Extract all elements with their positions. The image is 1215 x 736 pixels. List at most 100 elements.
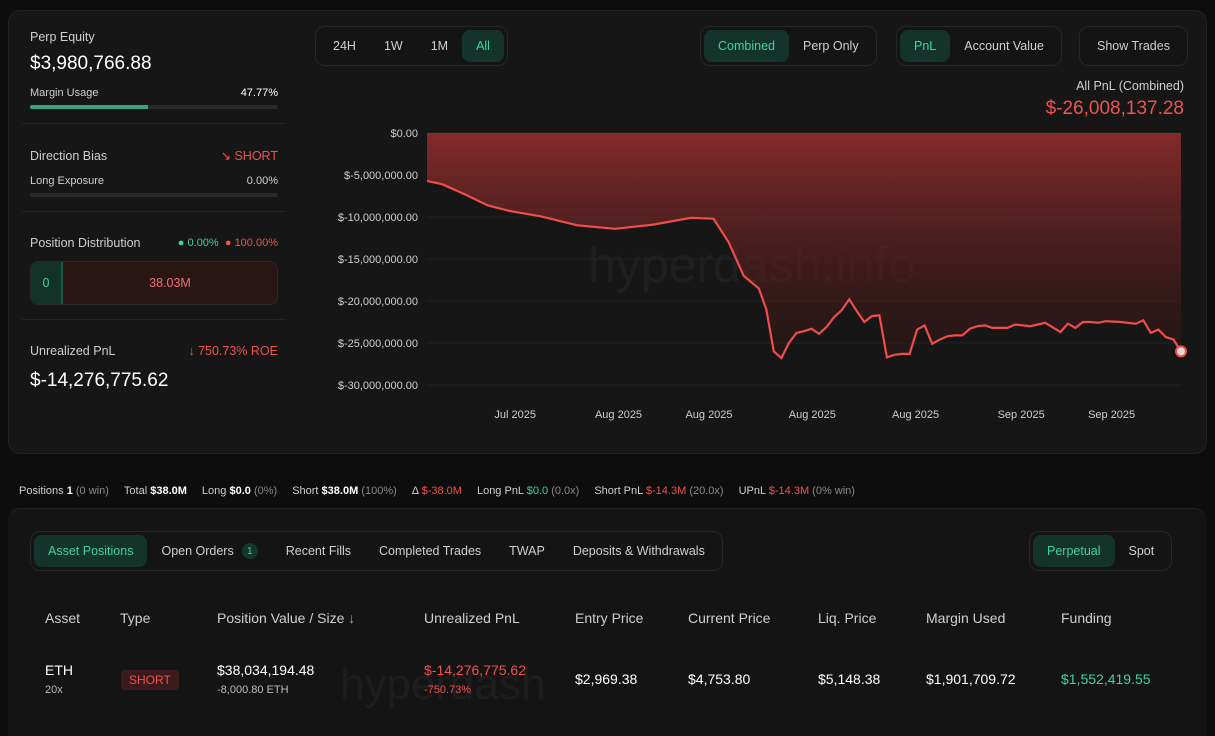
row-leverage: 20x xyxy=(45,684,63,696)
metric-tabs: PnL Account Value xyxy=(896,26,1062,66)
short-note: (100%) xyxy=(361,485,397,497)
trend-down-icon: ↘ xyxy=(220,149,231,163)
direction-bias-value: SHORT xyxy=(234,149,278,163)
x-tick-label: Aug 2025 xyxy=(595,409,642,421)
tab-1m[interactable]: 1M xyxy=(430,39,449,53)
mode-tabs: Combined Perp Only xyxy=(700,26,877,66)
long-exposure-bar xyxy=(30,193,278,197)
col-current-price[interactable]: Current Price xyxy=(688,610,771,626)
position-distribution-bar: 0 38.03M xyxy=(30,261,278,305)
tab-twap[interactable]: TWAP xyxy=(509,544,545,558)
tab-perpetual[interactable]: Perpetual xyxy=(1033,535,1115,567)
long-pct: 0.00% xyxy=(187,237,219,249)
upnl-note: (0% win) xyxy=(812,485,855,497)
tab-pnl[interactable]: PnL xyxy=(900,30,951,62)
positions-note: (0 win) xyxy=(75,485,109,497)
long-exposure-value: 0.00% xyxy=(246,175,278,187)
divider xyxy=(22,123,286,124)
tab-24h[interactable]: 24H xyxy=(333,39,356,53)
unrealized-pnl-value: $-14,276,775.62 xyxy=(30,370,169,391)
x-tick-label: Sep 2025 xyxy=(1088,409,1135,421)
chart-header: All PnL (Combined) $-26,008,137.28 xyxy=(1046,79,1184,120)
y-tick-label: $-25,000,000.00 xyxy=(338,338,418,350)
tab-spot[interactable]: Spot xyxy=(1128,544,1155,558)
y-tick-label: $-30,000,000.00 xyxy=(338,380,418,392)
row-upnl: $-14,276,775.62 xyxy=(424,662,526,678)
col-type[interactable]: Type xyxy=(120,610,151,626)
show-trades-group: Show Trades xyxy=(1079,26,1188,66)
tab-account-value[interactable]: Account Value xyxy=(964,39,1044,53)
margin-usage-value: 47.77% xyxy=(240,87,278,99)
y-tick-label: $0.00 xyxy=(390,128,418,140)
tab-recent-fills[interactable]: Recent Fills xyxy=(285,544,352,558)
tab-all[interactable]: All xyxy=(462,30,504,62)
col-funding[interactable]: Funding xyxy=(1061,610,1112,626)
x-tick-label: Aug 2025 xyxy=(892,409,939,421)
col-position-value-label: Position Value / Size xyxy=(217,610,345,626)
margin-usage-bar xyxy=(30,105,278,109)
tab-open-orders-label: Open Orders xyxy=(161,544,234,558)
col-liq-price[interactable]: Liq. Price xyxy=(818,610,877,626)
x-tick-label: Sep 2025 xyxy=(998,409,1045,421)
long-pnl-label: Long PnL xyxy=(476,485,524,497)
sort-down-icon[interactable]: ↓ xyxy=(348,610,356,626)
upnl-label: UPnL xyxy=(738,485,766,497)
divider xyxy=(22,319,286,320)
positions-tabs: Asset Positions Open Orders 1 Recent Fill… xyxy=(30,531,723,571)
position-distribution-label: Position Distribution xyxy=(30,236,141,250)
col-unrealized-pnl[interactable]: Unrealized PnL xyxy=(424,610,520,626)
positions-label: Positions xyxy=(19,485,64,497)
market-tabs: Perpetual Spot xyxy=(1029,531,1173,571)
short-dot-icon: ● xyxy=(224,237,232,249)
col-margin-used[interactable]: Margin Used xyxy=(926,610,1006,626)
short-pnl-value: $-14.3M xyxy=(645,485,687,497)
x-tick-label: Aug 2025 xyxy=(789,409,836,421)
short-pnl-label: Short PnL xyxy=(594,485,643,497)
tab-1w[interactable]: 1W xyxy=(383,39,403,53)
short-pct: 100.00% xyxy=(234,237,278,249)
last-point-marker[interactable] xyxy=(1175,345,1187,358)
upnl-value: $-14.3M xyxy=(768,485,810,497)
tab-combined[interactable]: Combined xyxy=(704,30,789,62)
tab-completed-trades[interactable]: Completed Trades xyxy=(379,544,482,558)
col-entry-price[interactable]: Entry Price xyxy=(575,610,644,626)
row-margin-used: $1,901,709.72 xyxy=(926,671,1016,687)
long-distribution: 0 xyxy=(31,262,63,304)
tab-deposits-withdrawals[interactable]: Deposits & Withdrawals xyxy=(572,544,705,558)
tab-perp-only[interactable]: Perp Only xyxy=(802,39,859,53)
type-badge: SHORT xyxy=(121,670,179,690)
perp-equity-label: Perp Equity xyxy=(30,30,95,44)
long-value: $0.0 xyxy=(229,485,251,497)
short-pnl-note: (20.0x) xyxy=(689,485,724,497)
row-asset[interactable]: ETH xyxy=(45,662,73,678)
tab-open-orders[interactable]: Open Orders 1 xyxy=(147,535,271,567)
col-position-value[interactable]: Position Value / Size ↓ xyxy=(217,610,355,626)
show-trades-button[interactable]: Show Trades xyxy=(1097,39,1170,53)
unrealized-pnl-label: Unrealized PnL xyxy=(30,344,116,358)
total-value: $38.0M xyxy=(150,485,187,497)
row-entry-price: $2,969.38 xyxy=(575,671,638,687)
long-note: (0%) xyxy=(253,485,278,497)
x-tick-label: Aug 2025 xyxy=(685,409,732,421)
row-current-price: $4,753.80 xyxy=(688,671,751,687)
delta-label: Δ xyxy=(411,485,419,497)
short-value: $38.0M xyxy=(321,485,359,497)
y-tick-label: $-20,000,000.00 xyxy=(338,296,418,308)
margin-usage-fill xyxy=(30,105,149,109)
roe-value: 750.73% ROE xyxy=(198,344,278,358)
total-label: Total xyxy=(123,485,148,497)
pnl-area xyxy=(427,133,1181,359)
short-distribution: 38.03M xyxy=(63,262,277,304)
short-label: Short xyxy=(292,485,319,497)
long-label: Long xyxy=(201,485,227,497)
account-summary: Perp Equity $3,980,766.88 Margin Usage 4… xyxy=(22,30,286,392)
y-tick-label: $-10,000,000.00 xyxy=(338,212,418,224)
col-asset[interactable]: Asset xyxy=(45,610,81,626)
tab-asset-positions[interactable]: Asset Positions xyxy=(34,535,148,567)
row-size: -8,000.80 ETH xyxy=(217,684,289,696)
long-exposure-label: Long Exposure xyxy=(30,175,104,187)
positions-value: 1 xyxy=(66,485,73,497)
direction-bias-label: Direction Bias xyxy=(30,148,108,163)
long-pnl-value: $0.0 xyxy=(526,485,549,497)
delta-value: $-38.0M xyxy=(421,485,462,497)
